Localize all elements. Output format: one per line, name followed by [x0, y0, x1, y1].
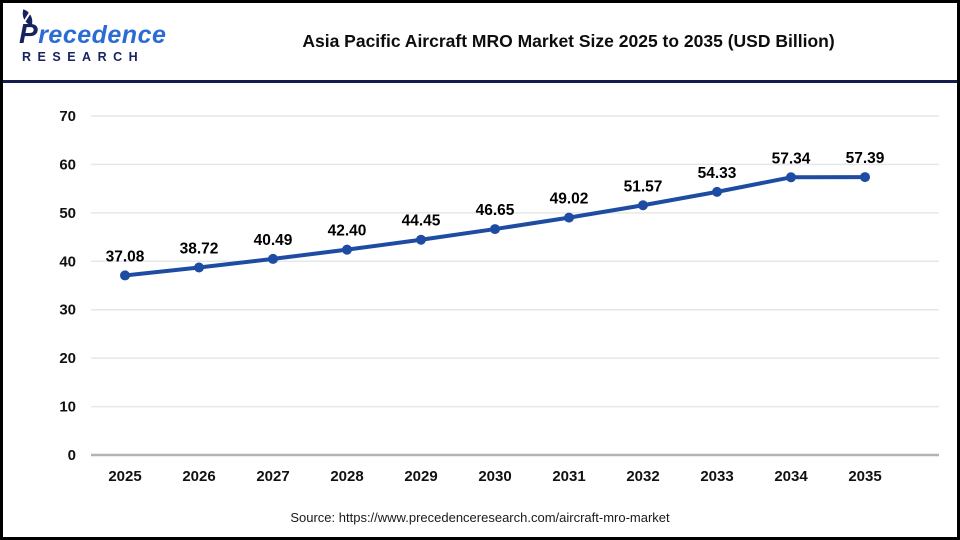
x-tick-label: 2030 [478, 468, 511, 485]
data-point-label: 38.72 [180, 240, 219, 257]
y-tick-label: 0 [68, 447, 76, 464]
data-point-label: 51.57 [624, 178, 663, 195]
x-tick-label: 2029 [404, 468, 437, 485]
x-tick-label: 2028 [330, 468, 363, 485]
data-point [194, 262, 204, 273]
data-point [120, 270, 130, 281]
y-tick-label: 10 [59, 399, 76, 416]
data-point-label: 37.08 [106, 248, 145, 265]
x-tick-label: 2035 [848, 468, 881, 485]
logo-initial: P [19, 18, 39, 50]
header: Precedence RESEARCH Asia Pacific Aircraf… [3, 3, 957, 83]
logo-subtitle: RESEARCH [22, 49, 145, 64]
x-tick-label: 2034 [774, 468, 808, 485]
data-point-label: 46.65 [476, 202, 515, 219]
x-tick-label: 2032 [626, 468, 659, 485]
data-point [712, 186, 722, 197]
data-point [860, 172, 870, 183]
x-tick-label: 2031 [552, 468, 585, 485]
chart-area: 0 10 20 30 40 50 60 70 2025 2026 2027 2028 2029 2030 2… [3, 83, 957, 537]
data-point-label: 57.34 [772, 150, 811, 167]
data-point [342, 244, 352, 255]
data-point-label: 57.39 [846, 150, 885, 167]
data-point [638, 200, 648, 211]
y-tick-label: 70 [59, 108, 76, 125]
y-tick-label: 20 [59, 350, 76, 367]
logo-rest: recedence [38, 21, 167, 50]
data-point-label: 44.45 [402, 213, 441, 230]
data-point-label: 40.49 [254, 232, 293, 249]
data-point [416, 234, 426, 245]
data-point-label: 49.02 [550, 191, 589, 208]
data-point [564, 212, 574, 223]
y-tick-label: 50 [59, 205, 76, 222]
data-point [490, 224, 500, 235]
x-tick-label: 2027 [256, 468, 289, 485]
data-point-label: 42.40 [328, 223, 367, 240]
y-tick-label: 60 [59, 156, 76, 173]
data-point [268, 253, 278, 264]
data-point-label: 54.33 [698, 165, 737, 182]
data-point [786, 172, 796, 183]
y-tick-label: 30 [59, 302, 76, 319]
source-text: Source: https://www.precedenceresearch.c… [290, 510, 670, 525]
y-tick-label: 40 [59, 253, 76, 270]
x-tick-label: 2025 [108, 468, 141, 485]
logo-wordmark: Precedence [19, 9, 204, 50]
precedence-research-logo: Precedence RESEARCH [19, 9, 204, 64]
page-title: Asia Pacific Aircraft MRO Market Size 20… [302, 31, 835, 51]
x-tick-label: 2033 [700, 468, 733, 485]
x-tick-label: 2026 [182, 468, 215, 485]
